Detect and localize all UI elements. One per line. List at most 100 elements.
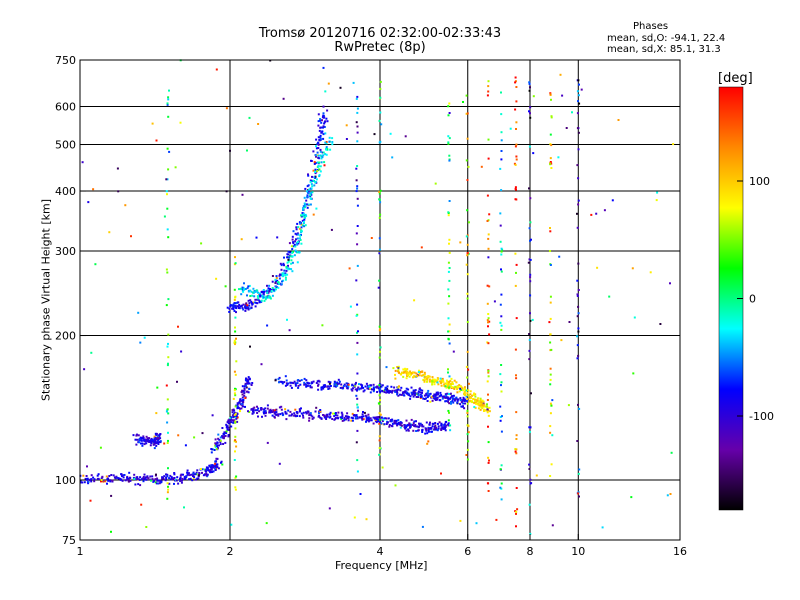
data-point xyxy=(257,298,260,301)
data-point xyxy=(515,86,518,88)
data-point xyxy=(445,400,448,403)
data-point xyxy=(115,475,118,478)
data-point xyxy=(275,411,278,414)
colorbar-label: [deg] xyxy=(718,71,753,86)
data-point xyxy=(346,412,349,415)
data-point xyxy=(465,235,468,238)
data-point xyxy=(480,406,483,409)
data-point xyxy=(549,161,552,163)
data-point xyxy=(446,396,449,399)
data-point xyxy=(243,288,246,291)
data-point xyxy=(375,416,378,419)
data-point xyxy=(339,386,342,389)
data-point xyxy=(447,211,450,214)
data-point xyxy=(310,187,313,190)
data-point xyxy=(317,120,320,123)
data-point xyxy=(443,423,446,426)
data-point xyxy=(173,473,176,476)
data-point xyxy=(267,289,270,292)
data-point xyxy=(276,282,279,285)
data-point xyxy=(278,381,280,384)
data-point xyxy=(220,460,223,463)
data-point xyxy=(319,148,322,151)
data-point xyxy=(241,404,244,407)
data-point xyxy=(448,154,451,157)
data-point xyxy=(406,392,408,395)
data-point xyxy=(231,419,234,422)
data-point xyxy=(139,476,142,479)
data-point xyxy=(441,426,444,429)
data-point xyxy=(287,264,289,267)
data-point xyxy=(487,482,490,485)
data-point xyxy=(256,298,259,301)
data-point xyxy=(383,423,386,426)
data-point xyxy=(487,138,490,141)
data-point xyxy=(486,341,489,344)
data-point xyxy=(291,248,294,251)
data-point xyxy=(296,411,299,414)
data-point xyxy=(171,477,174,480)
data-point xyxy=(432,422,435,425)
data-point xyxy=(285,269,288,272)
data-point xyxy=(417,429,420,432)
data-point xyxy=(144,476,147,479)
data-point xyxy=(306,384,309,387)
data-point xyxy=(214,462,217,465)
data-point xyxy=(176,380,178,383)
data-point xyxy=(305,215,308,218)
data-point xyxy=(391,156,394,159)
data-point xyxy=(298,408,301,411)
data-point xyxy=(234,488,237,491)
data-point xyxy=(452,386,455,389)
data-point xyxy=(192,477,195,480)
data-point xyxy=(319,410,322,413)
data-point xyxy=(356,131,359,134)
data-point xyxy=(110,474,113,476)
data-point xyxy=(431,376,434,379)
data-point xyxy=(444,429,447,432)
data-point xyxy=(215,464,218,467)
data-point xyxy=(213,465,216,468)
data-point xyxy=(386,389,388,392)
data-point xyxy=(165,178,168,181)
data-point xyxy=(116,167,119,170)
data-point xyxy=(529,106,532,109)
data-point xyxy=(466,179,469,181)
data-point xyxy=(251,412,254,415)
data-point xyxy=(239,407,242,410)
y-tick-label: 100 xyxy=(55,474,76,487)
data-point xyxy=(323,164,326,167)
data-point xyxy=(487,321,489,324)
data-point xyxy=(443,426,446,429)
data-point xyxy=(414,424,417,426)
data-point xyxy=(444,426,447,429)
data-point xyxy=(425,429,428,432)
data-point xyxy=(356,204,359,207)
data-point xyxy=(191,479,194,482)
data-point xyxy=(514,450,517,453)
data-point xyxy=(234,476,237,479)
data-point xyxy=(474,406,477,409)
data-point xyxy=(246,304,249,307)
data-point xyxy=(331,141,334,143)
data-point xyxy=(412,376,414,379)
data-point xyxy=(449,396,452,399)
grid xyxy=(80,60,680,540)
data-point xyxy=(422,425,425,428)
data-point xyxy=(409,426,411,429)
data-point xyxy=(427,440,430,443)
data-point xyxy=(306,190,309,193)
data-point xyxy=(152,443,155,446)
data-point xyxy=(284,272,287,275)
data-point xyxy=(281,412,284,415)
data-point xyxy=(282,262,285,265)
data-point xyxy=(462,399,465,402)
data-point xyxy=(351,419,354,422)
data-point xyxy=(284,278,287,281)
data-point xyxy=(117,477,120,480)
data-point xyxy=(236,402,239,405)
data-point xyxy=(421,525,424,528)
data-point xyxy=(282,279,285,282)
data-point xyxy=(499,468,502,471)
